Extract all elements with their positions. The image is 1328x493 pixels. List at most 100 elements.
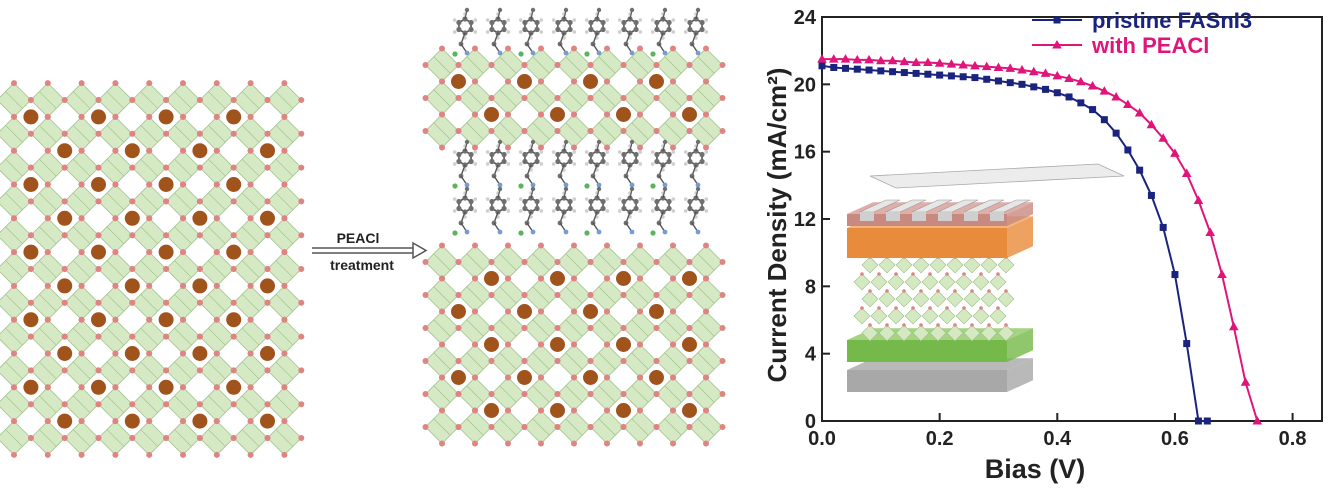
octahedron-edge bbox=[433, 286, 451, 304]
octahedron-edge bbox=[275, 125, 294, 143]
hydrogen-atom bbox=[584, 209, 589, 213]
cation-atom bbox=[682, 107, 697, 122]
inset-octahedron bbox=[997, 290, 1015, 308]
halide-atom bbox=[653, 424, 660, 430]
cage-void bbox=[227, 144, 241, 158]
halide-atom bbox=[129, 435, 136, 441]
octahedron-edge bbox=[241, 260, 260, 278]
hydrogen-atom bbox=[539, 30, 544, 34]
halide-atom bbox=[264, 401, 271, 408]
inset-octahedron bbox=[929, 290, 947, 308]
halide-atom bbox=[554, 424, 561, 430]
data-point-square bbox=[971, 74, 979, 82]
hydrogen-atom bbox=[551, 162, 556, 166]
inset-halide-atom bbox=[868, 289, 872, 293]
carbon-atom bbox=[567, 205, 573, 212]
octahedron-edge bbox=[5, 91, 23, 109]
carbon-atom bbox=[567, 19, 573, 26]
nitrogen-atom bbox=[695, 229, 701, 235]
cation-atom bbox=[124, 210, 140, 226]
halide-atom bbox=[129, 232, 136, 239]
inset-octahedron bbox=[997, 324, 1015, 342]
inset-halide-atom bbox=[885, 323, 889, 327]
halide-atom bbox=[44, 181, 51, 188]
halide-atom bbox=[472, 440, 478, 447]
halide-atom bbox=[670, 144, 676, 151]
octahedron-edge bbox=[598, 385, 616, 403]
carbon-atom bbox=[555, 198, 561, 205]
halide-atom bbox=[719, 62, 726, 68]
halide-atom bbox=[281, 80, 288, 87]
carbon-atom bbox=[567, 26, 573, 33]
octahedron-edge bbox=[697, 319, 715, 337]
cage-void bbox=[584, 108, 597, 121]
inset-halide-atom bbox=[894, 272, 898, 276]
data-point-square bbox=[1171, 271, 1179, 279]
octahedron-edge bbox=[39, 361, 57, 380]
data-point-triangle bbox=[1181, 168, 1192, 178]
octahedron-edge bbox=[466, 253, 484, 271]
halide-atom bbox=[146, 418, 153, 425]
carbon-atom bbox=[489, 151, 495, 158]
halide-atom bbox=[554, 325, 561, 331]
cation-atom bbox=[484, 271, 499, 286]
data-point-triangle bbox=[1252, 416, 1263, 425]
carbon-atom bbox=[621, 205, 627, 212]
halide-atom bbox=[61, 401, 68, 408]
data-point-square bbox=[853, 65, 861, 73]
octahedron-edge bbox=[140, 260, 158, 278]
cage-void bbox=[518, 108, 531, 121]
nitrogen-atom bbox=[563, 182, 569, 188]
halide-atom bbox=[587, 62, 594, 68]
data-point-triangle bbox=[1217, 269, 1227, 279]
inset-octahedron bbox=[929, 256, 947, 274]
halide-atom bbox=[163, 367, 170, 374]
carbon-atom bbox=[588, 158, 594, 165]
halide-atom bbox=[196, 130, 203, 137]
nitrogen-atom bbox=[563, 50, 569, 56]
carbon-atom bbox=[501, 198, 507, 205]
carbon-atom bbox=[600, 26, 606, 33]
cation-atom bbox=[616, 403, 631, 418]
octahedron bbox=[0, 420, 32, 456]
data-point-square bbox=[842, 64, 850, 72]
cage-void bbox=[518, 272, 531, 285]
carbon-atom bbox=[596, 186, 602, 192]
data-point-triangle bbox=[887, 55, 898, 65]
octahedron-edge bbox=[631, 286, 649, 304]
cation-atom bbox=[260, 143, 275, 159]
cation-atom bbox=[517, 370, 532, 385]
halide-atom bbox=[554, 128, 561, 134]
halide-atom bbox=[78, 249, 85, 256]
hydrogen-atom bbox=[539, 209, 544, 213]
octahedron-edge bbox=[697, 352, 715, 370]
halide-atom bbox=[604, 440, 610, 447]
halide-atom bbox=[180, 350, 186, 357]
metal-finger-front bbox=[964, 212, 978, 221]
hydrogen-atom bbox=[617, 30, 622, 34]
data-point-triangle bbox=[864, 54, 874, 64]
carbon-atom bbox=[600, 198, 606, 205]
halide-atom bbox=[95, 97, 102, 103]
data-point-triangle bbox=[1123, 99, 1133, 109]
cage-void bbox=[261, 110, 274, 124]
octahedron-edge bbox=[664, 56, 682, 74]
data-point-square bbox=[1065, 93, 1073, 101]
cage-void bbox=[58, 245, 72, 259]
halide-atom bbox=[180, 80, 186, 87]
carbon-atom bbox=[662, 7, 668, 13]
octahedron-edge bbox=[5, 361, 23, 380]
halide-atom bbox=[61, 198, 68, 205]
nitrogen-atom bbox=[464, 50, 470, 56]
carbon-atom bbox=[654, 158, 660, 165]
halide-atom bbox=[163, 266, 170, 272]
legend-label: pristine FASnI3 bbox=[1092, 8, 1252, 33]
halide-atom bbox=[281, 249, 288, 256]
halide-atom bbox=[112, 282, 119, 289]
halide-atom bbox=[27, 401, 34, 408]
data-point-triangle bbox=[946, 59, 957, 68]
inset-octahedron bbox=[929, 324, 947, 342]
hydrogen-atom bbox=[683, 18, 688, 22]
octahedron-edge bbox=[697, 89, 715, 107]
halide-atom bbox=[604, 78, 610, 85]
